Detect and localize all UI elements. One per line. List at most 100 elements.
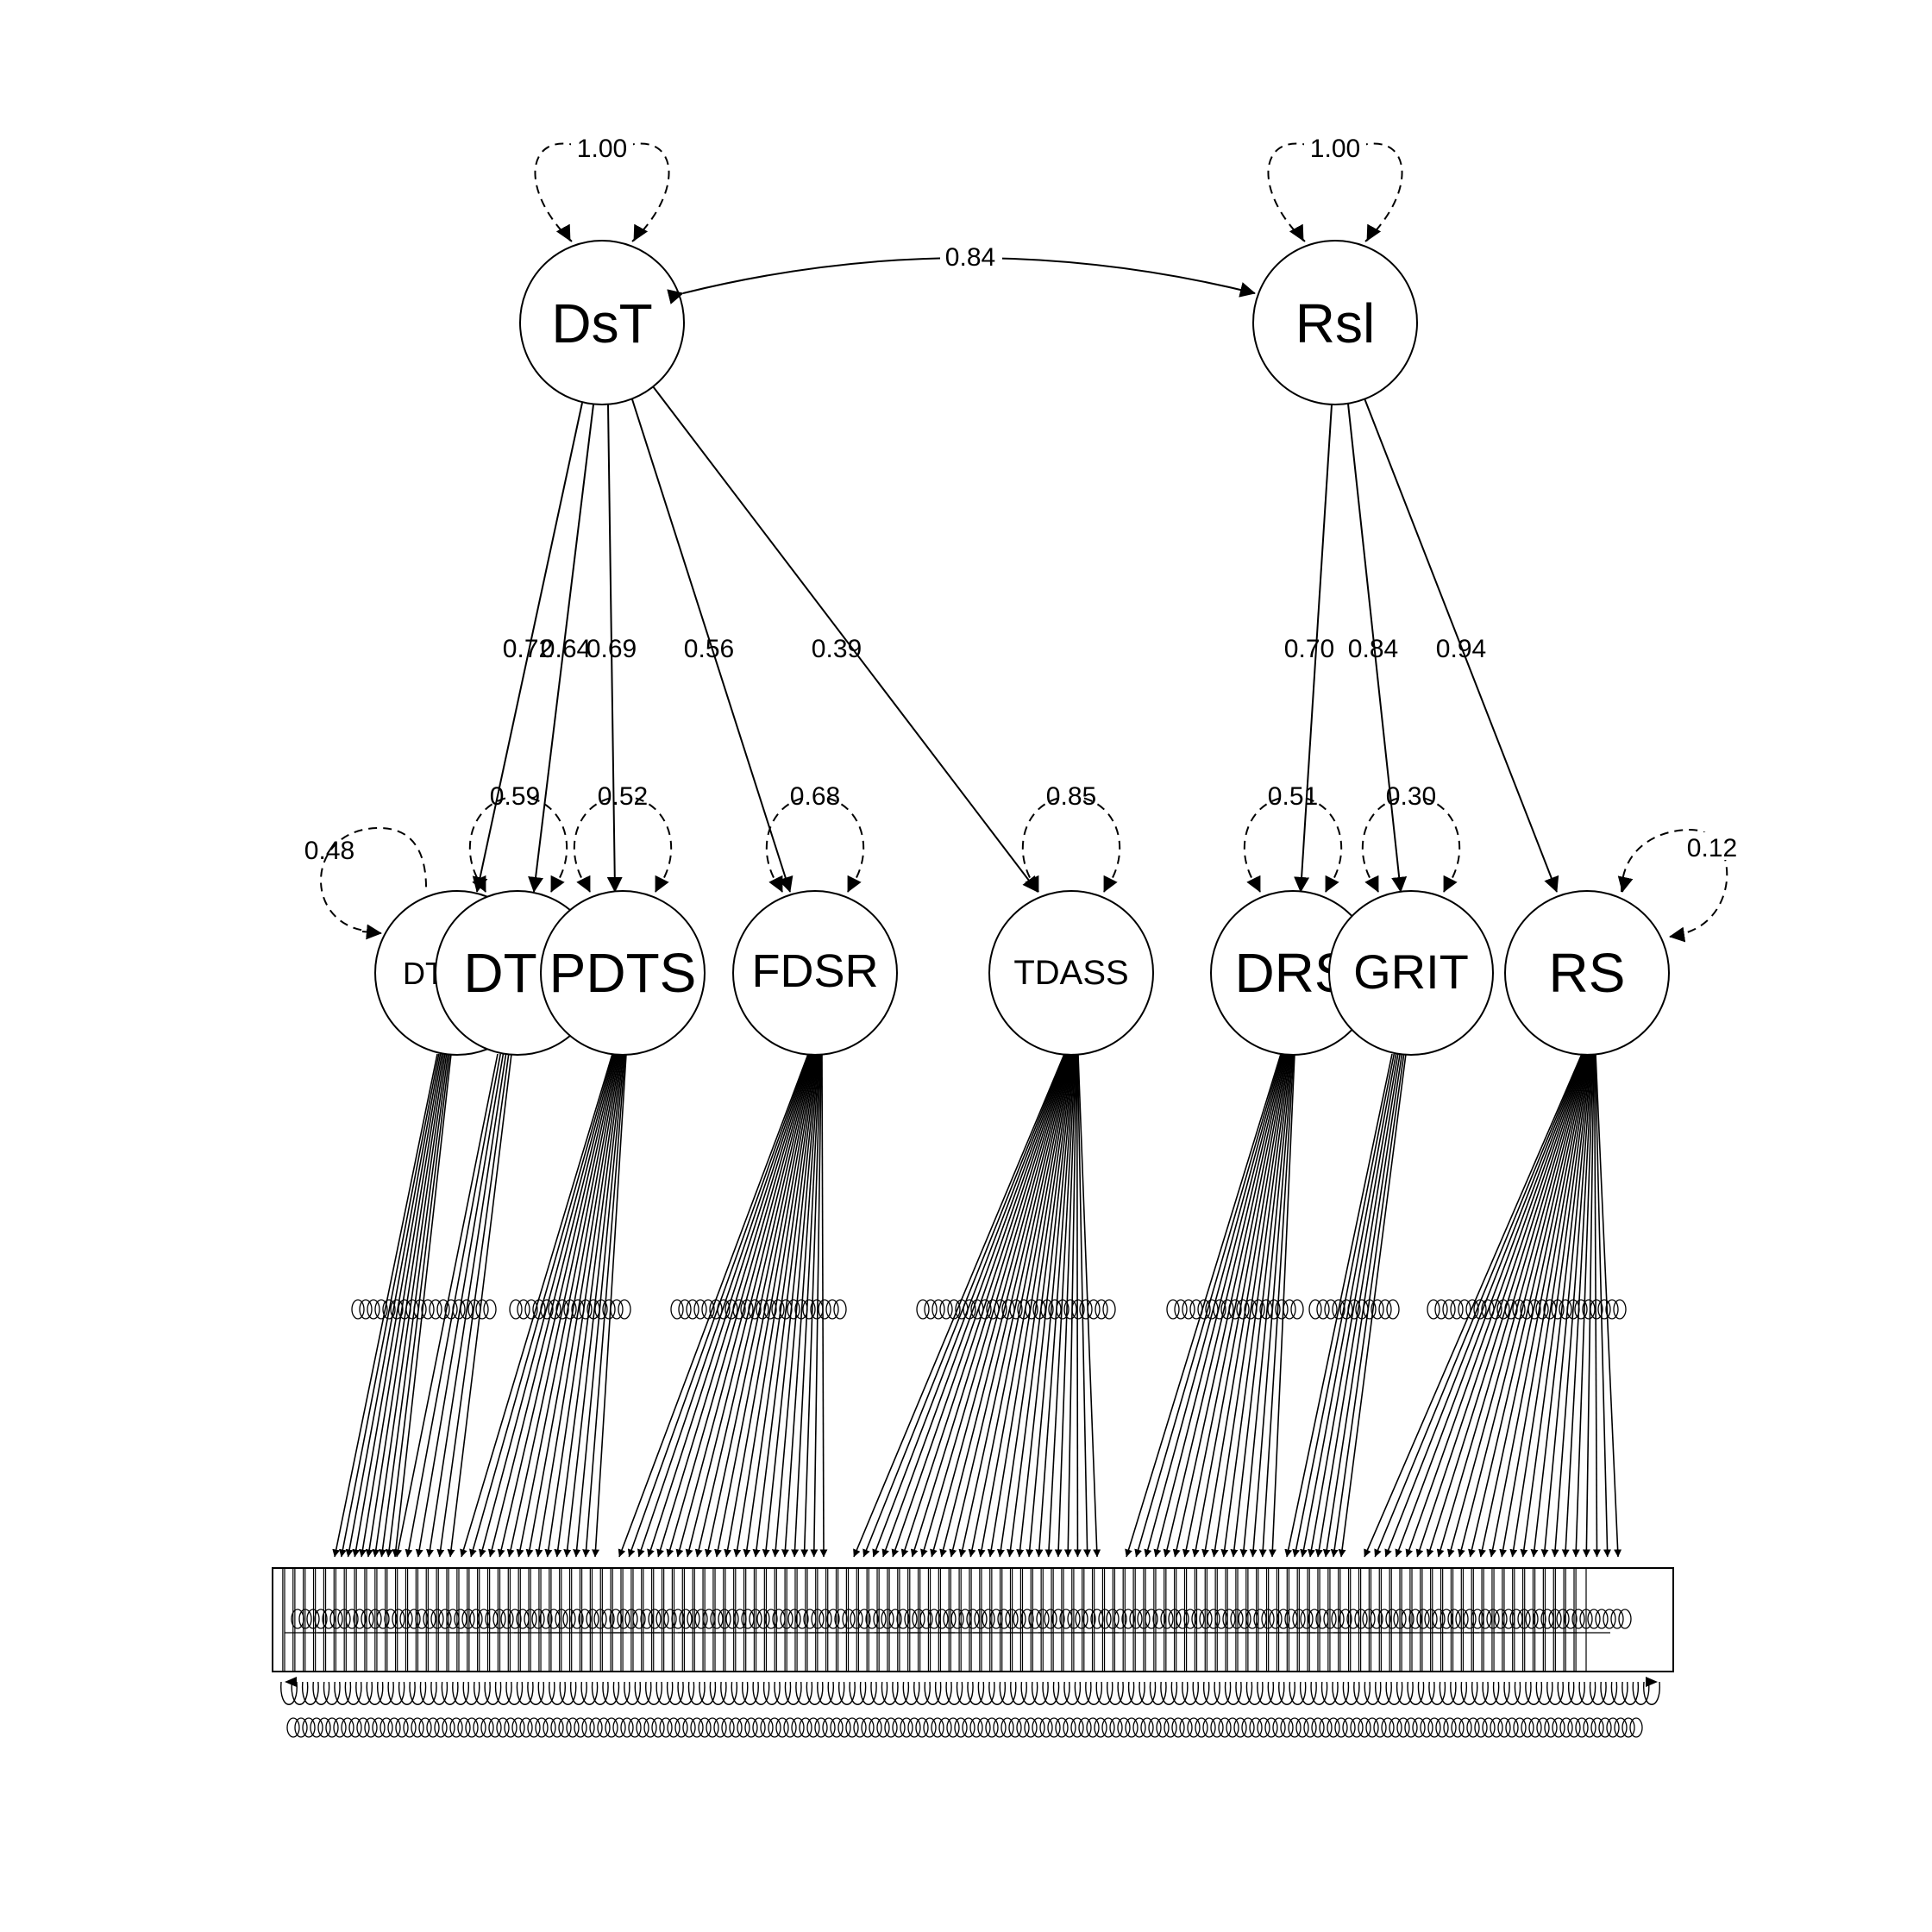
indicator-residual-arc [398,1681,416,1705]
indicator-loading-path [544,1053,623,1558]
clutter-glyph [555,1609,568,1629]
clutter-glyph [473,1717,486,1738]
clutter-glyph [1109,1717,1123,1738]
clutter-glyph [1346,1609,1360,1629]
clutter-glyph [1509,1609,1523,1629]
clutter-glyph [384,1609,398,1629]
clutter-glyph [465,1717,479,1738]
clutter-glyph [884,1717,898,1738]
clutter-glyph [725,1609,739,1629]
clutter-glyph [733,1609,747,1629]
clutter-glyph [382,1299,396,1320]
indicator-residual-arc [935,1681,952,1705]
indicator-residual-arc [334,1681,352,1705]
clutter-glyph [1059,1609,1073,1629]
indicator-loading-path [900,1053,1068,1558]
clutter-glyph [1598,1717,1612,1738]
clutter-glyph [485,1609,499,1629]
clutter-glyph [1324,1299,1338,1320]
clutter-glyph [519,1717,533,1738]
clutter-glyph [915,1717,929,1738]
indicator-loading-path [714,1053,816,1558]
clutter-glyph [566,1717,580,1738]
indicator-box [343,1567,357,1672]
indicator-residual-arc [355,1681,373,1705]
first-order-factors: DTNEG DT PDTS FDSR TDASS DRS [374,890,1670,1056]
indicator-box [1491,1567,1505,1672]
clutter-glyph [1548,1609,1562,1629]
loading-dst-dt: 0.64 [541,635,591,663]
indicator-residual-arc [1235,1681,1253,1705]
clutter-glyph [353,1609,367,1629]
clutter-glyph [962,1717,975,1738]
clutter-glyph [857,1609,871,1629]
indicator-residual-arc [956,1681,974,1705]
indicator-loading-path [405,1053,501,1558]
indicator-loading-path [1125,1053,1282,1558]
loading-dst-pdts: 0.69 [586,635,637,663]
indicator-loading-path [1384,1053,1584,1558]
clutter-glyph [1249,1717,1263,1738]
clutter-glyph [1473,1299,1487,1320]
indicator-residual-arc [527,1681,544,1705]
clutter-glyph [1056,1299,1070,1320]
clutter-glyph [442,1717,455,1738]
clutter-glyph [881,1609,894,1629]
clutter-glyph [1427,1299,1440,1320]
clutter-glyph [418,1717,432,1738]
clutter-glyph [1535,1299,1549,1320]
indicator-box [467,1567,480,1672]
clutter-glyph [601,1609,615,1629]
clutter-glyph [923,1717,937,1738]
indicator-loading-path [800,1053,822,1558]
clutter-glyph [779,1299,793,1320]
clutter-glyph [954,1717,968,1738]
clutter-glyph [395,1717,409,1738]
clutter-glyph [539,1609,553,1629]
clutter-glyph [702,1609,716,1629]
indicator-box [866,1567,880,1672]
indicator-group-drs [1125,1053,1295,1558]
indicator-residual-arc [1107,1681,1124,1705]
clutter-glyph [682,1717,696,1738]
indicator-loading-path [1530,1053,1592,1558]
clutter-glyph [1319,1717,1333,1738]
indicator-residual-arc [1514,1681,1532,1705]
clutter-glyph [1432,1609,1446,1629]
indicator-residual-arc [913,1681,931,1705]
clutter-glyph [950,1609,964,1629]
indicator-residual-arc [612,1681,630,1705]
clutter-glyph [1025,1299,1038,1320]
clutter-glyph [686,1299,699,1320]
indicator-box [518,1567,531,1672]
indicator-box [1481,1567,1495,1672]
clutter-glyph [1597,1299,1611,1320]
clutter-glyph [524,1299,538,1320]
clutter-glyph [1332,1299,1346,1320]
clutter-glyph [302,1717,316,1738]
indicator-box-frame [272,1567,1674,1672]
indicator-box [641,1567,655,1672]
indicator-residual-arc [1632,1681,1650,1705]
indicator-residual-arc [881,1681,899,1705]
indicator-loading-path [987,1053,1073,1558]
clutter-glyph [578,1609,592,1629]
arc-arrow-right [1646,1677,1658,1687]
indicator-residual-arc [806,1681,824,1705]
indicator-group-rs [1364,1053,1622,1558]
indicator-loading-path [426,1053,507,1558]
indicator-box [425,1567,439,1672]
clutter-glyph [1559,1299,1572,1320]
clutter-glyph [787,1299,800,1320]
clutter-glyph [663,1609,677,1629]
indicator-residual-arc [1300,1681,1317,1705]
clutter-glyph [403,1717,417,1738]
clutter-glyph [586,1609,599,1629]
indicator-box [456,1567,470,1672]
clutter-glyph [1606,1717,1620,1738]
clutter-glyph [1001,1299,1015,1320]
clutter-glyph [1152,1609,1166,1629]
clutter-glyph [1047,1717,1061,1738]
clutter-glyph [361,1609,374,1629]
latent-grit: GRIT [1328,890,1494,1056]
